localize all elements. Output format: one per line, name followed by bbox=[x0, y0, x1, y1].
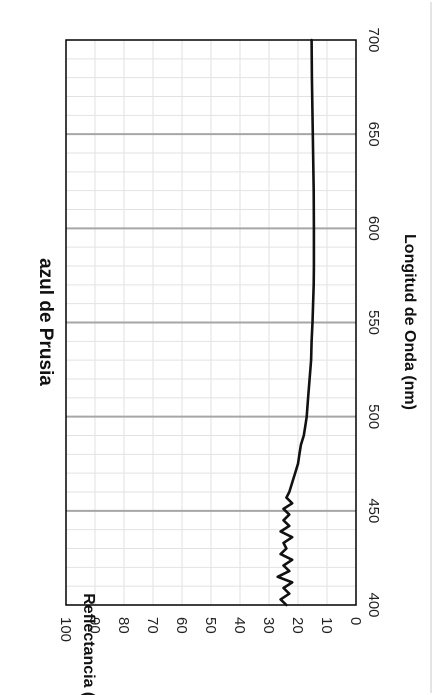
x-tick-label: 400 bbox=[365, 592, 382, 617]
x-tick-label: 550 bbox=[365, 310, 382, 335]
reflectance-series-line bbox=[276, 38, 316, 607]
y-tick-label: 0 bbox=[347, 617, 364, 625]
y-tick-label: 50 bbox=[202, 617, 219, 634]
plot-frame bbox=[65, 39, 357, 606]
y-tick-label: 20 bbox=[289, 617, 306, 634]
grid bbox=[66, 40, 356, 605]
y-tick-label: 10 bbox=[318, 617, 335, 634]
x-tick-label: 650 bbox=[365, 122, 382, 147]
y-tick-label: 70 bbox=[144, 617, 161, 634]
x-axis-ticks: 400 450 500 550 600 650 700 bbox=[365, 27, 382, 617]
chart-title: azul de Prusia bbox=[35, 258, 56, 386]
series-layer bbox=[276, 38, 316, 607]
x-tick-label: 450 bbox=[365, 498, 382, 523]
y-tick-label: 90 bbox=[86, 617, 103, 634]
x-tick-label: 600 bbox=[365, 216, 382, 241]
y-axis-title: Reflectancia (%) bbox=[80, 593, 97, 695]
y-tick-label: 80 bbox=[115, 617, 132, 634]
y-tick-label: 100 bbox=[57, 617, 74, 642]
y-tick-label: 60 bbox=[173, 617, 190, 634]
x-tick-label: 700 bbox=[365, 27, 382, 52]
x-tick-label: 500 bbox=[365, 404, 382, 429]
y-tick-label: 30 bbox=[260, 617, 277, 634]
y-axis-ticks: 0 10 20 30 40 50 60 70 80 90 100 bbox=[57, 617, 364, 642]
x-axis-title: Longitud de Onda (nm) bbox=[401, 234, 418, 410]
y-tick-label: 40 bbox=[231, 617, 248, 634]
